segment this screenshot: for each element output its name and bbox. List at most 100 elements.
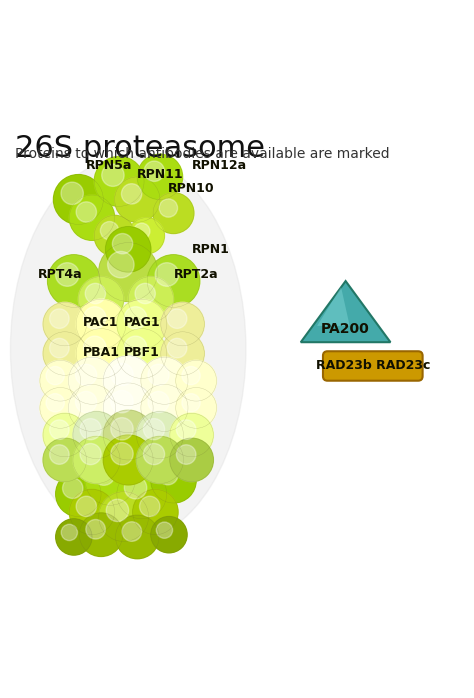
Circle shape [55, 262, 79, 286]
Text: PAG1: PAG1 [124, 316, 160, 329]
Circle shape [75, 392, 97, 413]
Circle shape [99, 491, 148, 542]
Circle shape [167, 339, 187, 358]
Circle shape [94, 156, 144, 207]
Circle shape [75, 364, 97, 385]
FancyBboxPatch shape [323, 351, 423, 380]
Circle shape [43, 413, 87, 456]
Circle shape [76, 329, 126, 378]
Circle shape [69, 489, 115, 535]
Text: RPN10: RPN10 [168, 181, 215, 195]
Circle shape [94, 216, 135, 256]
Circle shape [117, 329, 167, 378]
Circle shape [112, 234, 133, 254]
Circle shape [85, 283, 106, 304]
Circle shape [80, 443, 101, 465]
Circle shape [68, 357, 116, 404]
Circle shape [92, 463, 115, 485]
Ellipse shape [10, 156, 246, 542]
Text: RPT2a: RPT2a [174, 268, 219, 281]
Circle shape [50, 339, 69, 358]
Text: RAD23b RAD23c: RAD23b RAD23c [316, 359, 430, 373]
Circle shape [54, 174, 103, 225]
Circle shape [43, 302, 87, 346]
Circle shape [182, 366, 200, 385]
Circle shape [50, 419, 69, 440]
Circle shape [139, 496, 160, 517]
Circle shape [161, 302, 204, 346]
Circle shape [128, 276, 173, 322]
Circle shape [116, 515, 159, 558]
Circle shape [176, 360, 217, 401]
Circle shape [79, 513, 123, 556]
Circle shape [111, 417, 133, 440]
Circle shape [73, 436, 120, 484]
Text: PBF1: PBF1 [124, 346, 160, 359]
Circle shape [69, 195, 115, 240]
Circle shape [137, 412, 183, 459]
Text: RPT4a: RPT4a [38, 268, 82, 281]
Circle shape [103, 410, 153, 460]
Circle shape [147, 255, 200, 307]
Circle shape [161, 332, 204, 376]
Circle shape [46, 394, 64, 412]
Circle shape [108, 251, 134, 278]
Circle shape [56, 519, 92, 555]
Circle shape [141, 385, 188, 431]
Circle shape [56, 471, 101, 517]
Circle shape [76, 202, 97, 222]
Text: PA200: PA200 [321, 322, 370, 336]
Circle shape [176, 387, 217, 429]
Circle shape [40, 360, 81, 401]
Circle shape [115, 177, 160, 222]
Circle shape [43, 332, 87, 376]
Text: RPN12a: RPN12a [191, 159, 247, 172]
Circle shape [133, 489, 178, 535]
Text: RPN1: RPN1 [191, 243, 229, 256]
Circle shape [135, 283, 155, 304]
Circle shape [85, 455, 135, 505]
Circle shape [40, 387, 81, 429]
Circle shape [50, 445, 69, 464]
Text: RPN5a: RPN5a [86, 159, 133, 172]
Circle shape [148, 392, 169, 413]
Circle shape [100, 221, 118, 240]
Circle shape [144, 443, 164, 465]
Circle shape [176, 445, 196, 464]
Circle shape [182, 394, 200, 412]
Text: Proteins to which antibodies are available are marked: Proteins to which antibodies are availab… [15, 147, 390, 161]
Circle shape [170, 438, 213, 482]
Circle shape [116, 242, 132, 258]
Circle shape [148, 364, 169, 385]
Circle shape [117, 469, 167, 519]
Circle shape [156, 522, 173, 538]
Circle shape [151, 517, 187, 553]
Circle shape [78, 276, 124, 322]
Circle shape [106, 227, 151, 272]
Circle shape [43, 438, 87, 482]
Circle shape [158, 464, 178, 485]
Circle shape [153, 193, 194, 234]
Circle shape [68, 385, 116, 431]
Circle shape [144, 161, 164, 181]
Circle shape [111, 390, 133, 413]
Polygon shape [317, 287, 350, 326]
Circle shape [176, 419, 196, 440]
Circle shape [121, 184, 142, 204]
Circle shape [124, 477, 147, 499]
Circle shape [86, 519, 105, 539]
Circle shape [110, 236, 146, 272]
Circle shape [80, 419, 101, 440]
Circle shape [50, 309, 69, 329]
Circle shape [99, 243, 158, 302]
Circle shape [137, 436, 183, 484]
Circle shape [83, 306, 106, 329]
Text: 26S proteasome: 26S proteasome [15, 134, 265, 163]
Circle shape [128, 218, 164, 254]
Circle shape [102, 164, 124, 186]
Circle shape [159, 199, 178, 217]
Circle shape [124, 336, 147, 359]
Circle shape [47, 255, 100, 307]
Text: RPN11: RPN11 [137, 168, 183, 181]
Circle shape [63, 478, 83, 498]
